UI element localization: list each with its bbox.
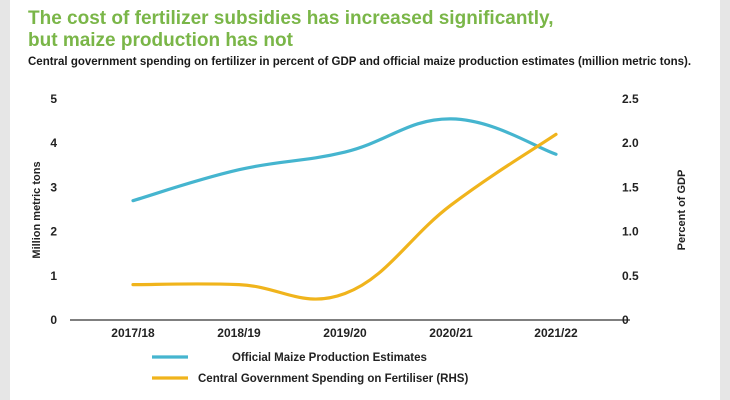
right-tick-label: 2.5 bbox=[622, 92, 639, 106]
right-tick-label: 2.0 bbox=[622, 136, 639, 150]
right-axis-ticks: 0 0.5 1.0 1.5 2.0 2.5 bbox=[622, 92, 639, 327]
x-tick-label: 2021/22 bbox=[534, 326, 578, 340]
fertilizer-spending-line bbox=[131, 132, 558, 301]
series-group bbox=[131, 117, 558, 301]
x-tick-label: 2018/19 bbox=[217, 326, 261, 340]
right-tick-label: 0.5 bbox=[622, 269, 639, 283]
left-tick-label: 3 bbox=[50, 180, 57, 194]
chart-subtitle: Central government spending on fertilize… bbox=[28, 56, 692, 68]
maize-production-line bbox=[131, 117, 558, 203]
right-axis-title: Percent of GDP bbox=[676, 170, 688, 251]
right-tick-label: 1.0 bbox=[622, 225, 639, 239]
x-axis: 2017/18 2018/19 2019/20 2020/21 2021/22 bbox=[70, 319, 630, 340]
left-axis-ticks: 0 1 2 3 4 5 bbox=[50, 92, 57, 327]
left-axis-title: Million metric tons bbox=[31, 161, 43, 258]
x-tick-label: 2017/18 bbox=[111, 326, 155, 340]
right-tick-label: 0 bbox=[622, 313, 629, 327]
left-tick-label: 5 bbox=[50, 92, 57, 106]
left-tick-label: 1 bbox=[50, 269, 57, 283]
left-tick-label: 2 bbox=[50, 225, 57, 239]
legend-label: Central Government Spending on Fertilise… bbox=[198, 373, 468, 385]
legend-label: Official Maize Production Estimates bbox=[232, 352, 427, 364]
right-tick-label: 1.5 bbox=[622, 180, 639, 194]
chart-title: The cost of fertilizer subsidies has inc… bbox=[28, 8, 554, 51]
x-tick-label: 2020/21 bbox=[429, 326, 473, 340]
left-tick-label: 0 bbox=[50, 313, 57, 327]
left-tick-label: 4 bbox=[50, 136, 57, 150]
x-tick-label: 2019/20 bbox=[323, 326, 367, 340]
legend: Official Maize Production Estimates Centr… bbox=[152, 352, 468, 385]
